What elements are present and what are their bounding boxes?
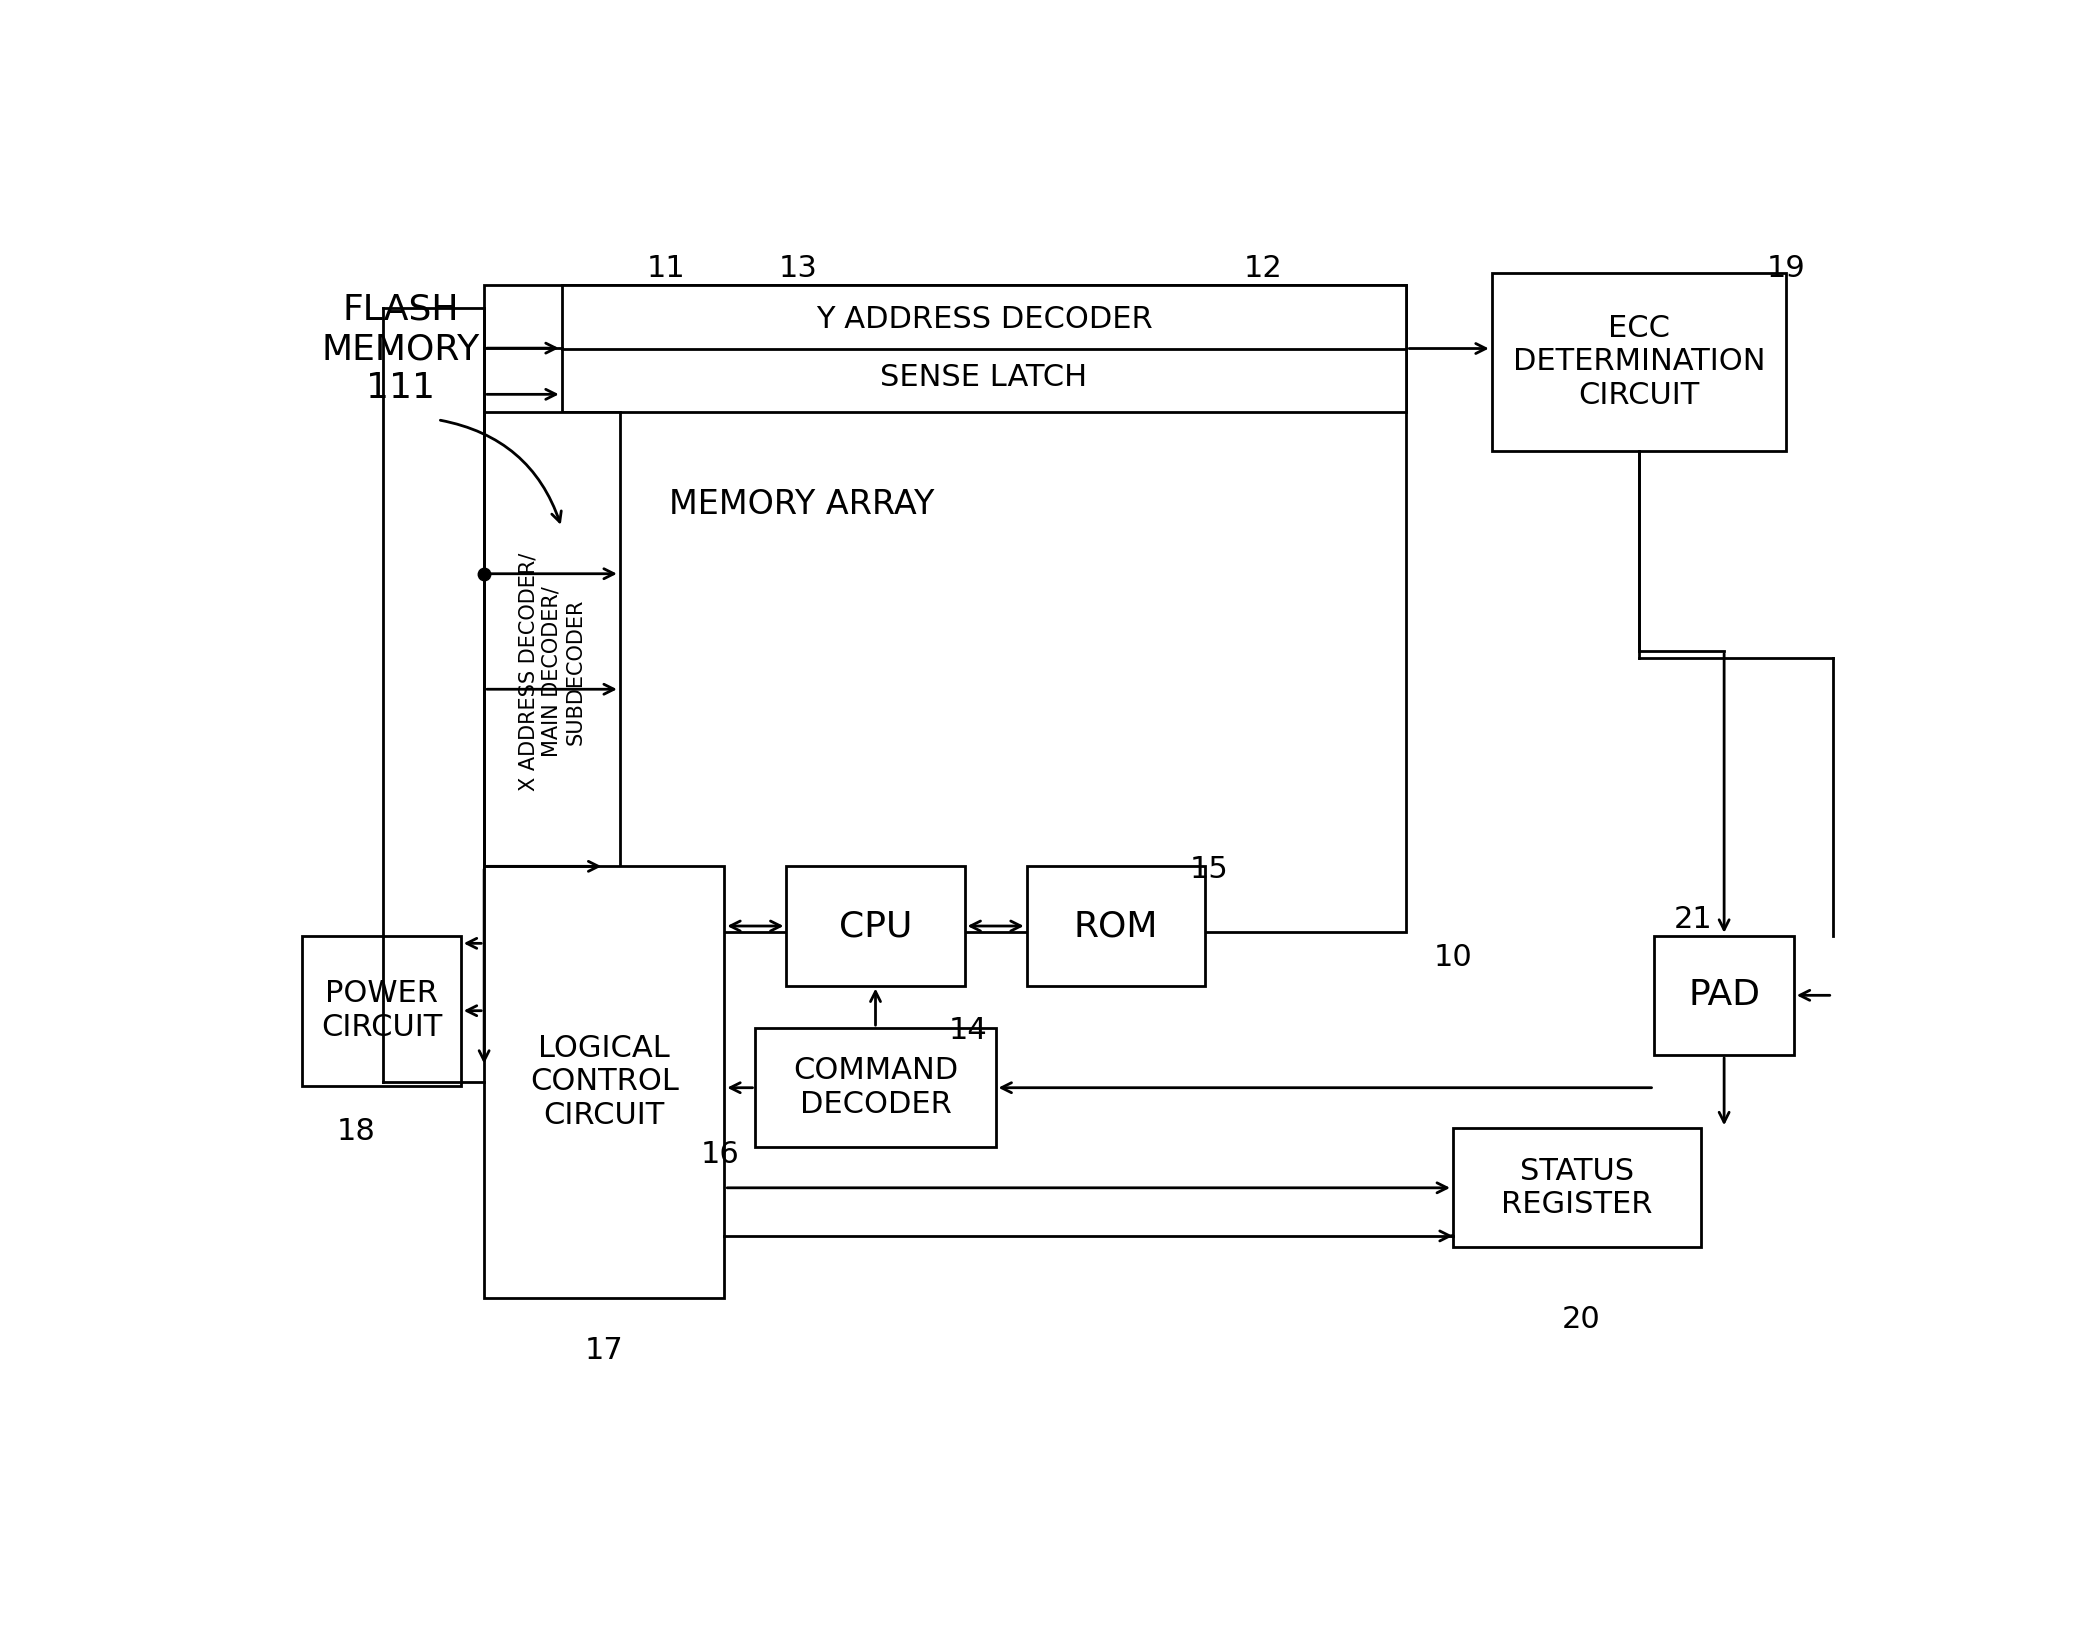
- Text: PAD: PAD: [1689, 979, 1760, 1012]
- Bar: [1492, 273, 1787, 450]
- Bar: [483, 285, 1407, 931]
- Text: 16: 16: [701, 1139, 741, 1169]
- Bar: [1452, 1128, 1702, 1247]
- Bar: [303, 936, 461, 1085]
- Text: 19: 19: [1766, 254, 1805, 283]
- Text: 15: 15: [1189, 855, 1228, 884]
- Bar: [562, 285, 1407, 413]
- Text: POWER
CIRCUIT: POWER CIRCUIT: [322, 979, 442, 1043]
- Text: 20: 20: [1560, 1305, 1600, 1334]
- Bar: [1027, 866, 1206, 985]
- Text: ECC
DETERMINATION
CIRCUIT: ECC DETERMINATION CIRCUIT: [1513, 314, 1766, 411]
- Text: ROM: ROM: [1073, 909, 1158, 943]
- Text: CPU: CPU: [838, 909, 913, 943]
- Bar: [483, 413, 620, 931]
- Text: STATUS
REGISTER: STATUS REGISTER: [1500, 1156, 1652, 1220]
- Text: 21: 21: [1675, 905, 1712, 933]
- Text: COMMAND
DECODER: COMMAND DECODER: [793, 1056, 959, 1120]
- Text: 17: 17: [585, 1336, 625, 1365]
- Text: 11: 11: [647, 254, 685, 283]
- Text: 12: 12: [1243, 254, 1282, 283]
- Text: FLASH
MEMORY
111: FLASH MEMORY 111: [322, 293, 479, 406]
- Text: Y ADDRESS DECODER: Y ADDRESS DECODER: [815, 304, 1152, 334]
- Text: SENSE LATCH: SENSE LATCH: [880, 363, 1087, 393]
- Text: 13: 13: [778, 254, 818, 283]
- Text: MEMORY ARRAY: MEMORY ARRAY: [668, 488, 934, 521]
- Text: LOGICAL
CONTROL
CIRCUIT: LOGICAL CONTROL CIRCUIT: [529, 1035, 679, 1130]
- Text: 14: 14: [948, 1017, 988, 1046]
- Bar: [786, 866, 965, 985]
- Text: X ADDRESS DECODER/
MAIN DECODER/
SUBDECODER: X ADDRESS DECODER/ MAIN DECODER/ SUBDECO…: [519, 553, 585, 791]
- Text: 18: 18: [336, 1116, 376, 1146]
- Bar: [483, 866, 724, 1298]
- Bar: [755, 1028, 996, 1148]
- Text: 10: 10: [1434, 943, 1473, 972]
- Bar: [1654, 936, 1795, 1054]
